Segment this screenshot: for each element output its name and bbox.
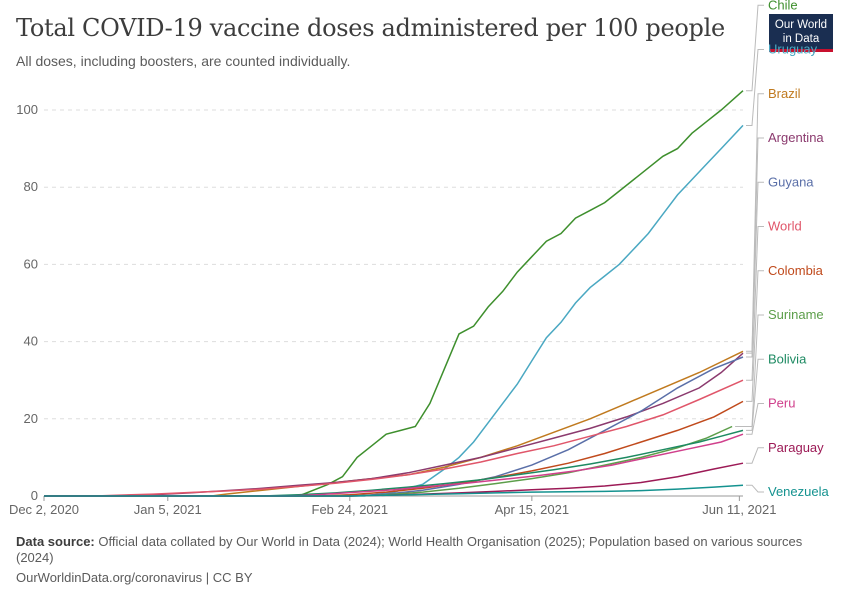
- label-connector: [746, 358, 764, 431]
- series-label-uruguay: Uruguay: [768, 42, 818, 57]
- series-label-guyana: Guyana: [768, 174, 814, 189]
- series-line-brazil: [44, 350, 744, 497]
- label-connector: [746, 93, 764, 352]
- label-connector: [735, 314, 764, 428]
- y-tick-label: 60: [24, 256, 38, 271]
- series-label-argentina: Argentina: [768, 130, 824, 145]
- series-label-brazil: Brazil: [768, 86, 801, 101]
- y-tick-label: 20: [24, 411, 38, 426]
- series-line-argentina: [44, 352, 744, 497]
- y-tick-label: 40: [24, 334, 38, 349]
- logo-line-1: Our World: [774, 19, 828, 31]
- x-tick-label: Jan 5, 2021: [134, 502, 202, 517]
- x-tick-label: Jun 11, 2021: [702, 502, 776, 517]
- series-label-venezuela: Venezuela: [768, 484, 829, 499]
- series-line-uruguay: [44, 124, 744, 497]
- label-connector: [746, 137, 764, 354]
- label-connector: [746, 4, 764, 92]
- line-chart: 0 20 40 60 80 100 Dec 2, 2020 Jan 5, 2021 Feb 24…: [9, 0, 830, 517]
- label-connector: [746, 226, 764, 381]
- series-label-colombia: Colombia: [768, 263, 824, 278]
- chart-title: Total COVID-19 vaccine doses administere…: [16, 14, 725, 42]
- data-source-text: Official data collated by Our World in D…: [16, 534, 803, 565]
- y-tick-label: 100: [16, 102, 38, 117]
- data-source-label: Data source:: [16, 534, 95, 549]
- data-source-note: Data source: Official data collated by O…: [16, 534, 806, 566]
- label-connector: [746, 270, 764, 402]
- logo-line-2: in Data: [782, 33, 820, 45]
- series-line-chile: [44, 90, 744, 497]
- label-connector: [746, 447, 764, 464]
- series-label-world: World: [768, 219, 802, 234]
- series-line-venezuela: [44, 484, 744, 497]
- series-label-chile: Chile: [768, 0, 798, 12]
- series-label-peru: Peru: [768, 396, 795, 411]
- label-connector: [746, 484, 764, 493]
- footer-link[interactable]: OurWorldinData.org/coronavirus | CC BY: [16, 570, 253, 585]
- label-connector: [746, 181, 764, 358]
- owid-logo[interactable]: Our World in Data: [769, 14, 833, 52]
- series-label-bolivia: Bolivia: [768, 351, 807, 366]
- label-connector: [746, 49, 764, 126]
- y-tick-label: 80: [24, 179, 38, 194]
- chart-subtitle: All doses, including boosters, are count…: [16, 53, 351, 69]
- y-tick-label: 0: [31, 488, 38, 503]
- series-label-suriname: Suriname: [768, 307, 824, 322]
- label-connector: [746, 403, 764, 435]
- series-line-bolivia: [44, 429, 744, 497]
- series-line-colombia: [44, 400, 744, 497]
- x-tick-label: Feb 24, 2021: [312, 502, 389, 517]
- series-line-world: [44, 379, 744, 497]
- x-tick-label: Dec 2, 2020: [9, 502, 79, 517]
- series-line-peru: [44, 433, 744, 497]
- series-label-paraguay: Paraguay: [768, 440, 824, 455]
- x-tick-label: Apr 15, 2021: [495, 502, 569, 517]
